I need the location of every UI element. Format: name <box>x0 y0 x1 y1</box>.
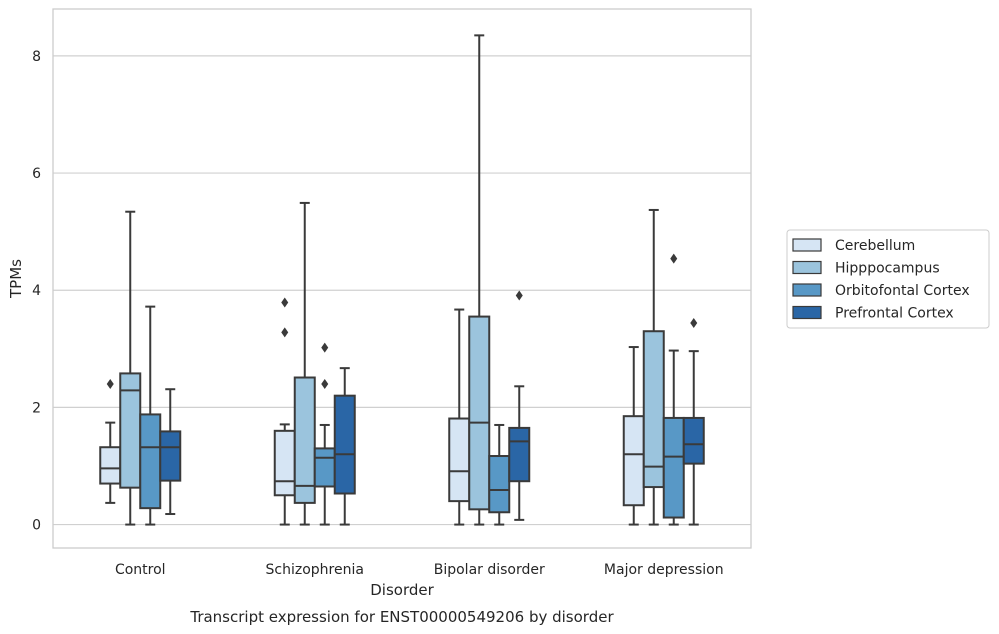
outlier-point <box>321 378 329 389</box>
legend-label: Cerebellum <box>835 238 915 254</box>
box-cerebellum <box>448 308 471 526</box>
legend-label: Orbitofontal Cortex <box>835 283 970 299</box>
y-tick-label: 2 <box>32 400 41 416</box>
x-tick-label: Major depression <box>604 562 724 578</box>
y-axis-label: TPMs <box>7 259 25 299</box>
outlier-point <box>515 290 523 301</box>
legend-item: Cerebellum <box>792 238 915 254</box>
x-tick-label: Schizophrenia <box>266 562 364 578</box>
box-cerebellum <box>622 346 645 526</box>
box-iqr <box>99 446 122 485</box>
outlier-point <box>281 297 289 308</box>
box-hipppocampus <box>642 208 665 526</box>
box-prefrontal-cortex <box>682 318 705 526</box>
outlier-point <box>281 327 289 338</box>
box-iqr <box>448 417 471 503</box>
legend-item: Orbitofontal Cortex <box>792 283 970 299</box>
y-tick-label: 6 <box>32 166 41 182</box>
box-cerebellum <box>99 378 122 504</box>
y-tick-label: 8 <box>32 49 41 65</box>
y-tick-label: 0 <box>32 518 41 534</box>
box-orbitofontal-cortex <box>488 423 511 526</box>
chart-caption: Transcript expression for ENST0000054920… <box>189 608 614 626</box>
legend-swatch <box>792 283 822 297</box>
box-iqr <box>468 315 491 511</box>
box-iqr <box>159 430 182 482</box>
outlier-point <box>106 378 114 389</box>
x-axis-ticks: Control Schizophrenia Bipolar disorder Majo… <box>115 562 724 578</box>
legend-swatch <box>792 238 822 252</box>
box-iqr <box>293 376 316 504</box>
legend-frame <box>786 229 990 329</box>
x-tick-label: Control <box>115 562 166 578</box>
legend-label: Prefrontal Cortex <box>835 306 954 322</box>
box-prefrontal-cortex <box>508 290 531 521</box>
box-iqr <box>642 330 665 489</box>
x-tick-label: Bipolar disorder <box>434 562 545 578</box>
box-orbitofontal-cortex <box>313 342 336 526</box>
box-iqr <box>682 416 705 465</box>
box-iqr <box>333 394 356 495</box>
box-hipppocampus <box>468 34 491 526</box>
boxes <box>99 34 705 526</box>
y-axis-ticks: 0 2 4 6 8 <box>32 49 41 534</box>
x-axis-label: Disorder <box>370 581 434 599</box>
box-iqr <box>139 413 162 510</box>
box-iqr <box>313 447 336 488</box>
box-iqr <box>273 429 296 497</box>
box-iqr <box>662 416 685 519</box>
box-hipppocampus <box>119 210 142 526</box>
box-prefrontal-cortex <box>333 367 356 526</box>
outlier-point <box>321 342 329 353</box>
legend-item: Prefrontal Cortex <box>792 305 954 322</box>
legend-swatch <box>792 260 822 275</box>
legend-swatch <box>792 305 822 320</box>
y-tick-label: 4 <box>32 283 41 299</box>
legend: Cerebellum Hipppocampus Orbitofontal Corte… <box>786 229 990 329</box>
box-prefrontal-cortex <box>159 388 182 516</box>
box-iqr <box>508 426 531 483</box>
outlier-point <box>670 253 678 264</box>
legend-item: Hipppocampus <box>792 260 940 277</box>
box-orbitofontal-cortex <box>139 305 162 526</box>
legend-items: Cerebellum Hipppocampus Orbitofontal Corte… <box>792 238 970 322</box>
box-iqr <box>622 415 645 507</box>
box-orbitofontal-cortex <box>662 253 685 526</box>
legend-label: Hipppocampus <box>835 261 940 277</box>
plot-area-frame <box>52 8 752 549</box>
outlier-point <box>690 318 698 329</box>
box-hipppocampus <box>293 201 316 526</box>
box-cerebellum <box>273 297 296 526</box>
box-iqr <box>488 455 511 514</box>
